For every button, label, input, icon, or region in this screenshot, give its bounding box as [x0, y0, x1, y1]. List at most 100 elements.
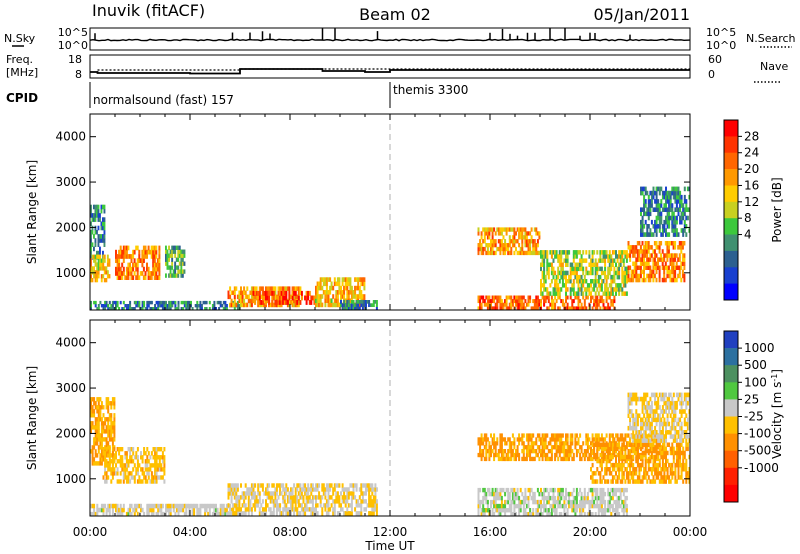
power-cell — [116, 258, 119, 263]
velocity-cell — [580, 512, 583, 517]
power-cell — [479, 302, 482, 307]
power-cell — [596, 266, 599, 272]
power-cell — [574, 295, 577, 300]
power-cell — [641, 261, 644, 266]
velocity-cell — [155, 463, 158, 468]
power-cell — [519, 299, 522, 304]
velocity-cell — [580, 503, 583, 509]
power-cell — [132, 275, 135, 280]
power-cell — [524, 306, 527, 311]
power-cell — [618, 291, 621, 296]
power-cell — [636, 249, 639, 254]
velocity-cell — [485, 495, 488, 501]
velocity-cell — [511, 491, 514, 497]
power-cell — [103, 217, 106, 222]
velocity-cell — [644, 438, 647, 443]
velocity-cell — [602, 491, 605, 497]
velocity-cell — [204, 503, 207, 509]
power-cell — [588, 302, 591, 307]
power-cell — [683, 261, 686, 266]
velocity-cell — [304, 503, 307, 508]
power-cell — [621, 291, 624, 296]
power-cell — [544, 274, 547, 280]
velocity-cell — [529, 508, 532, 513]
power-cell — [103, 266, 106, 271]
power-cell — [675, 228, 678, 233]
velocity-cell — [163, 479, 166, 484]
velocity-cell — [540, 452, 542, 458]
velocity-cell — [316, 483, 319, 488]
power-cell — [660, 186, 663, 192]
velocity-cell — [593, 471, 596, 476]
velocity-cell — [658, 471, 661, 476]
velocity-cell — [630, 471, 633, 476]
velocity-cell — [518, 456, 521, 462]
power-cell — [644, 219, 647, 225]
power-cell — [646, 257, 649, 262]
velocity-cell — [158, 507, 161, 513]
power-cell — [647, 199, 650, 204]
velocity-cell — [674, 475, 677, 480]
power-cell — [563, 258, 566, 263]
velocity-cell — [563, 503, 566, 509]
velocity-cell — [121, 459, 124, 464]
velocity-cell — [571, 491, 574, 497]
power-cell — [591, 266, 594, 272]
power-cell — [604, 250, 607, 255]
power-cell — [171, 304, 174, 308]
velocity-cell — [579, 433, 582, 438]
velocity-cell — [593, 487, 596, 493]
velocity-cell — [610, 479, 613, 484]
power-cell — [103, 208, 106, 214]
velocity-cell — [669, 471, 672, 476]
velocity-cell — [640, 462, 642, 468]
velocity-cell — [508, 456, 511, 462]
velocity-cell — [621, 479, 624, 484]
power-cell — [602, 306, 605, 311]
velocity-cell — [221, 503, 224, 509]
velocity-cell — [602, 442, 605, 447]
power-cell — [372, 303, 375, 307]
velocity-cell — [116, 503, 119, 509]
velocity-cell — [630, 449, 633, 454]
power-cell — [550, 250, 553, 255]
velocity-cell — [327, 499, 330, 504]
power-cell — [346, 300, 349, 304]
velocity-cell — [621, 446, 624, 452]
velocity-cell — [618, 512, 621, 517]
velocity-cell — [143, 447, 146, 452]
power-cell — [611, 279, 614, 284]
velocity-cell — [555, 437, 558, 442]
velocity-cell — [524, 499, 527, 505]
power-cell — [660, 257, 663, 262]
velocity-cell — [486, 487, 489, 493]
velocity-cell — [219, 511, 222, 517]
power-cell — [552, 266, 555, 272]
power-cell — [604, 266, 607, 272]
velocity-cell — [152, 511, 155, 517]
velocity-cell — [646, 445, 649, 450]
power-cell — [627, 265, 630, 270]
velocity-cell — [146, 479, 149, 484]
velocity-cell — [271, 491, 274, 496]
power-cell — [360, 281, 363, 287]
power-cell — [565, 306, 567, 311]
power-cell — [665, 232, 667, 237]
velocity-cell — [557, 503, 560, 509]
velocity-cell — [275, 491, 278, 496]
velocity-cell — [360, 507, 363, 512]
power-cell — [613, 258, 616, 263]
velocity-cell — [641, 433, 644, 438]
velocity-cell — [625, 454, 628, 460]
power-cell — [283, 300, 286, 305]
velocity-cell — [482, 499, 485, 505]
velocity-cell — [360, 487, 363, 492]
power-cell — [365, 306, 367, 311]
velocity-cell — [299, 487, 302, 492]
power-cell — [96, 266, 99, 271]
velocity-cell — [321, 483, 324, 488]
velocity-cell — [479, 441, 482, 446]
velocity-cell — [575, 495, 578, 501]
velocity-cell — [655, 462, 658, 468]
velocity-cell — [618, 475, 621, 480]
